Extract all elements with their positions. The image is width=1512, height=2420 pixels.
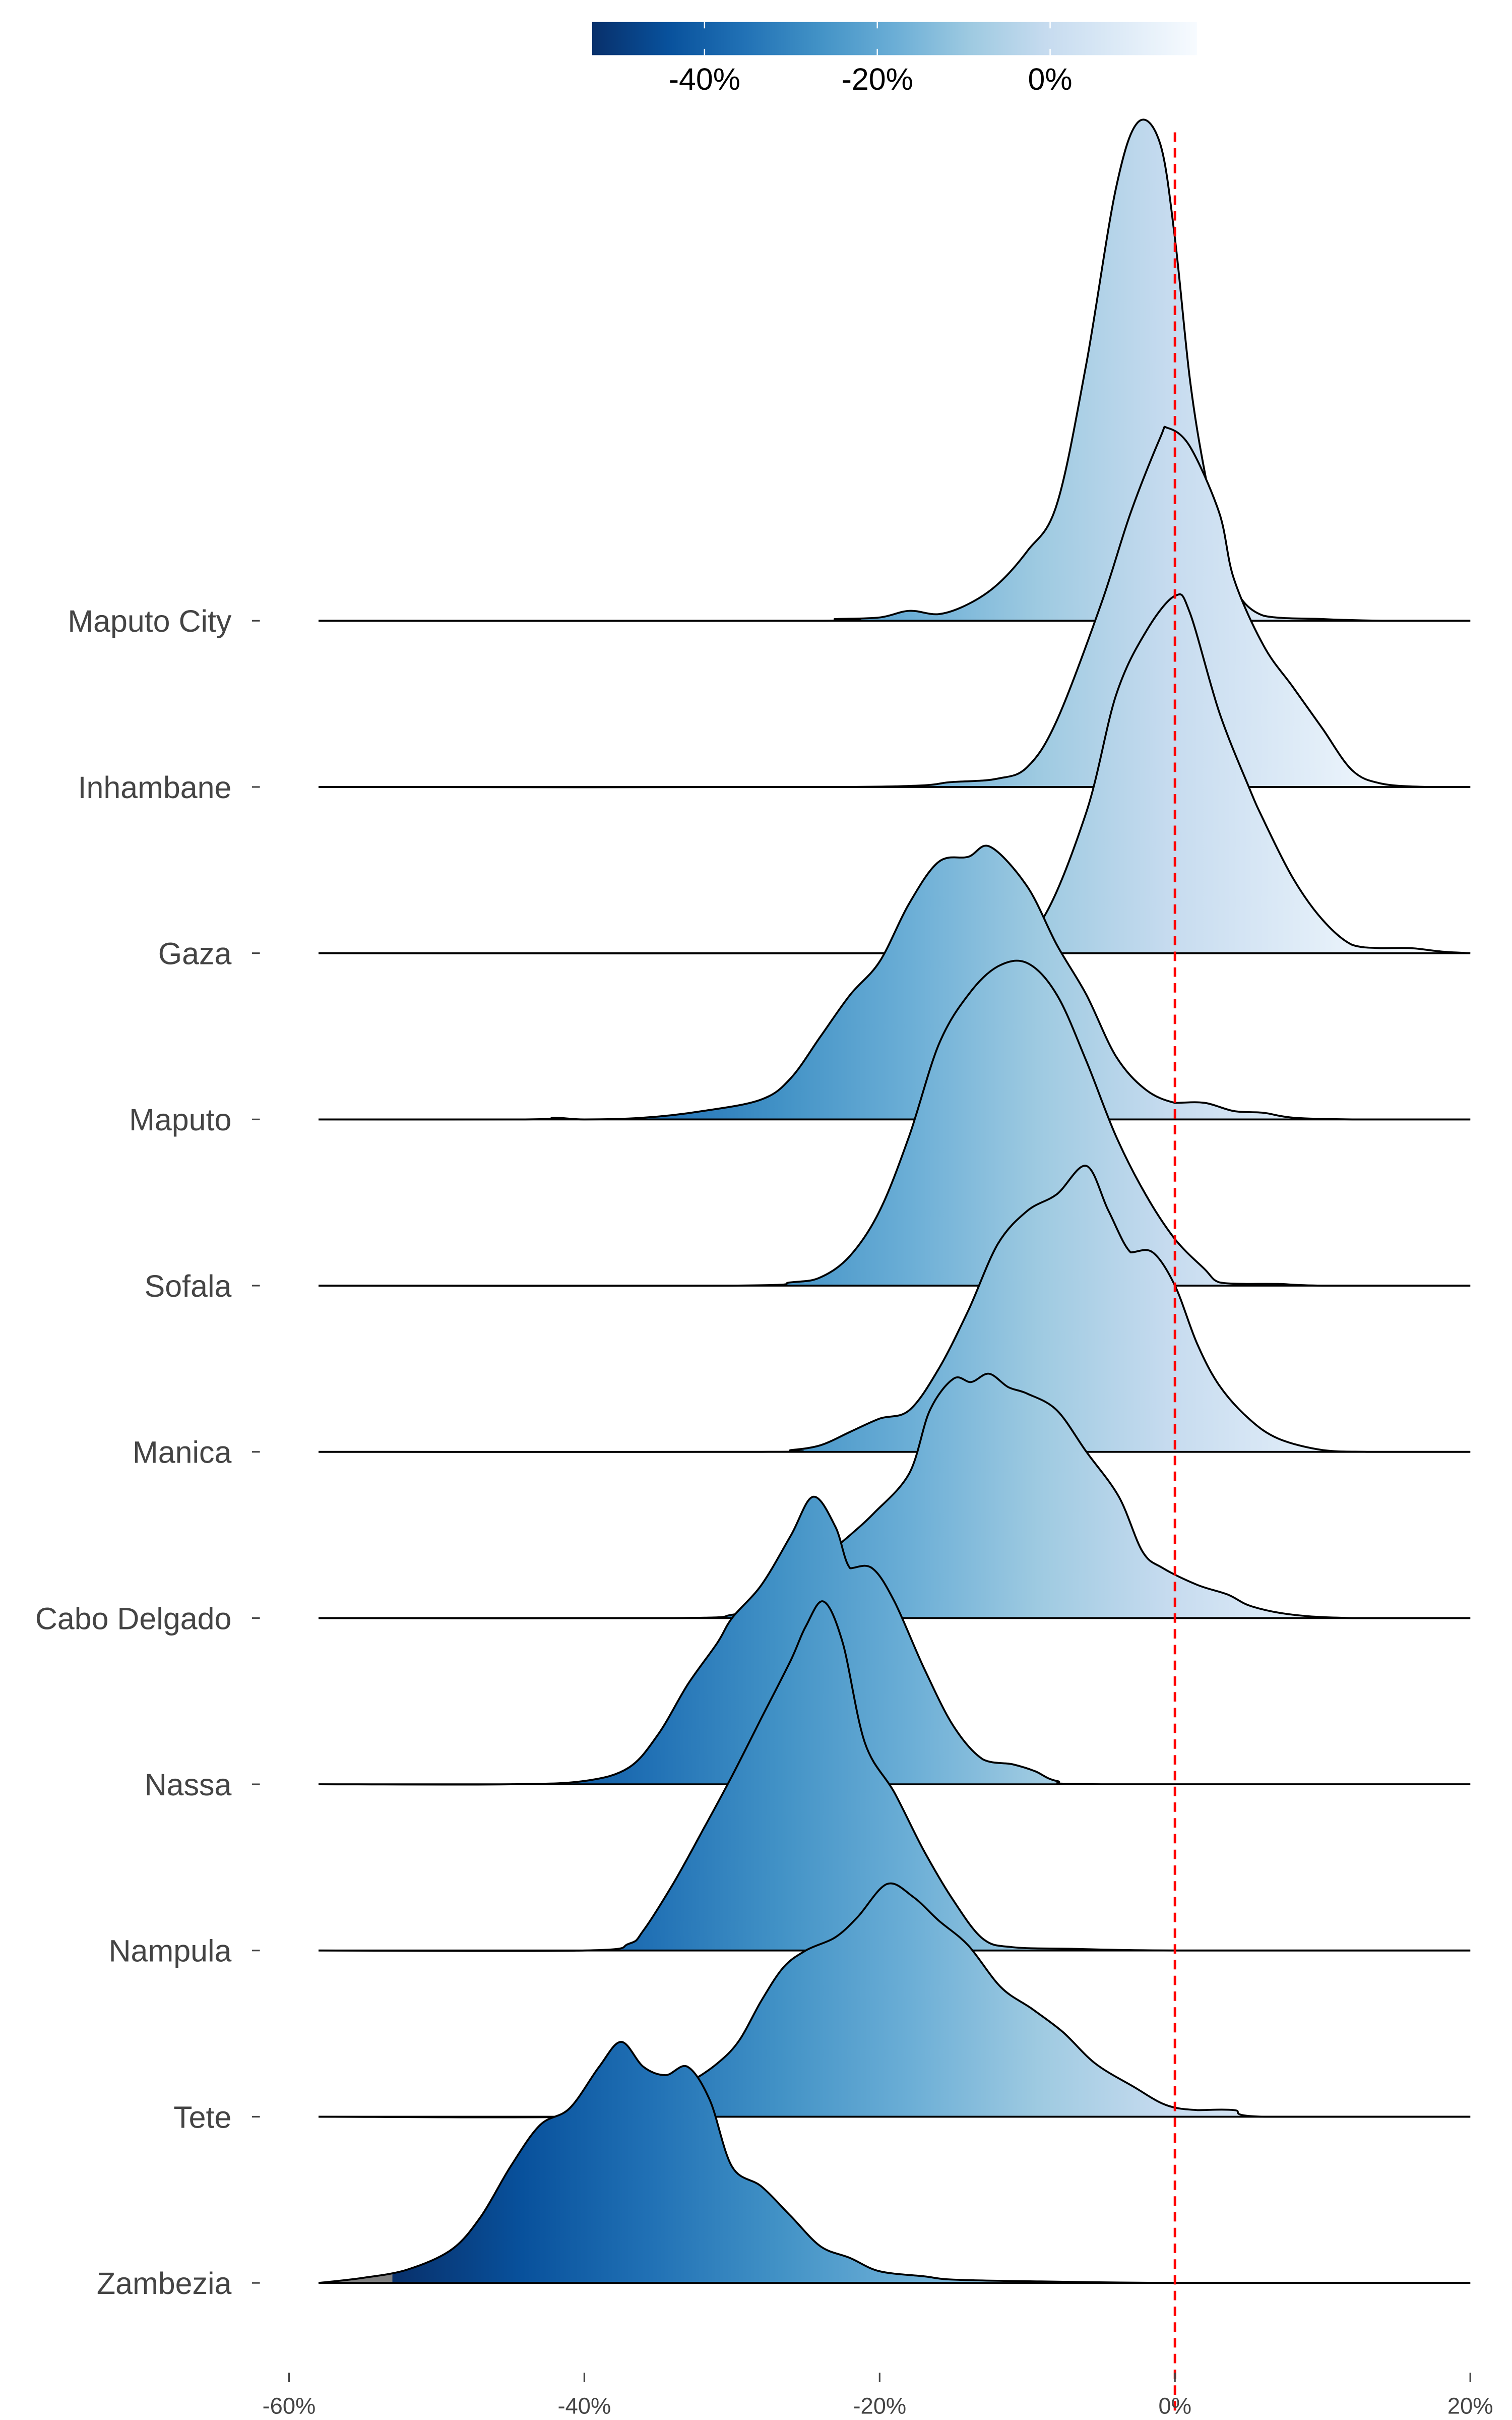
density-area — [392, 119, 1471, 621]
y-tick-label: Inhambane — [78, 770, 232, 805]
density-curve — [319, 1495, 1471, 1786]
y-tick-label: Tete — [173, 2100, 231, 2134]
x-tick-label: 0% — [1159, 2393, 1191, 2419]
density-area — [392, 427, 1471, 787]
x-tick-label: -20% — [853, 2393, 906, 2419]
density-curve — [319, 426, 1471, 789]
density-area-under-range — [319, 960, 393, 1286]
x-tick-label: -40% — [558, 2393, 611, 2419]
ridge-gaza — [319, 593, 1471, 955]
density-area-under-range — [319, 845, 393, 1120]
y-tick-label: Cabo Delgado — [35, 1601, 232, 1636]
colorbar-tick-label: -40% — [669, 62, 740, 96]
y-axis: Maputo City Inhambane Gaza Maputo Sofala Mani… — [35, 604, 260, 2301]
density-area-under-range — [319, 1373, 393, 1618]
density-curve — [319, 1165, 1471, 1453]
y-tick-label: Maputo City — [68, 604, 232, 638]
density-area-under-range — [319, 1496, 393, 1785]
density-curve — [319, 959, 1471, 1287]
colorbar-tick-label: 0% — [1028, 62, 1073, 96]
density-area-under-range — [319, 594, 393, 953]
y-tick-label: Gaza — [158, 936, 232, 971]
colorbar: -40% -20% 0% — [592, 22, 1197, 96]
x-tick-label: -60% — [263, 2393, 316, 2419]
ridge-inhambane — [319, 426, 1471, 789]
density-area-under-range — [319, 427, 393, 787]
density-curve — [318, 2041, 1471, 2284]
density-area-under-range — [319, 1601, 393, 1951]
ridges — [318, 118, 1471, 2284]
y-tick-label: Zambezia — [97, 2266, 232, 2301]
x-tick-label: 20% — [1447, 2393, 1493, 2419]
y-tick-label: Sofala — [145, 1269, 232, 1303]
y-tick-label: Maputo — [129, 1103, 231, 1137]
density-area-under-range — [319, 119, 393, 621]
colorbar-tick-label: -20% — [842, 62, 913, 96]
y-tick-label: Nampula — [109, 1934, 232, 1968]
density-area-under-range — [319, 1883, 393, 2117]
colorbar-gradient — [592, 22, 1197, 55]
y-tick-label: Manica — [133, 1435, 232, 1470]
x-axis: -60% -40% -20% 0% 20% — [263, 2373, 1493, 2419]
density-area-under-range — [319, 2042, 393, 2283]
density-area-under-range — [319, 1166, 393, 1452]
density-curve — [319, 118, 1471, 622]
ridge-maputo — [319, 844, 1471, 1121]
density-curve — [319, 1600, 1471, 1952]
y-tick-label: Nassa — [145, 1768, 232, 1802]
density-area — [392, 845, 1471, 1120]
density-area — [392, 594, 1471, 953]
